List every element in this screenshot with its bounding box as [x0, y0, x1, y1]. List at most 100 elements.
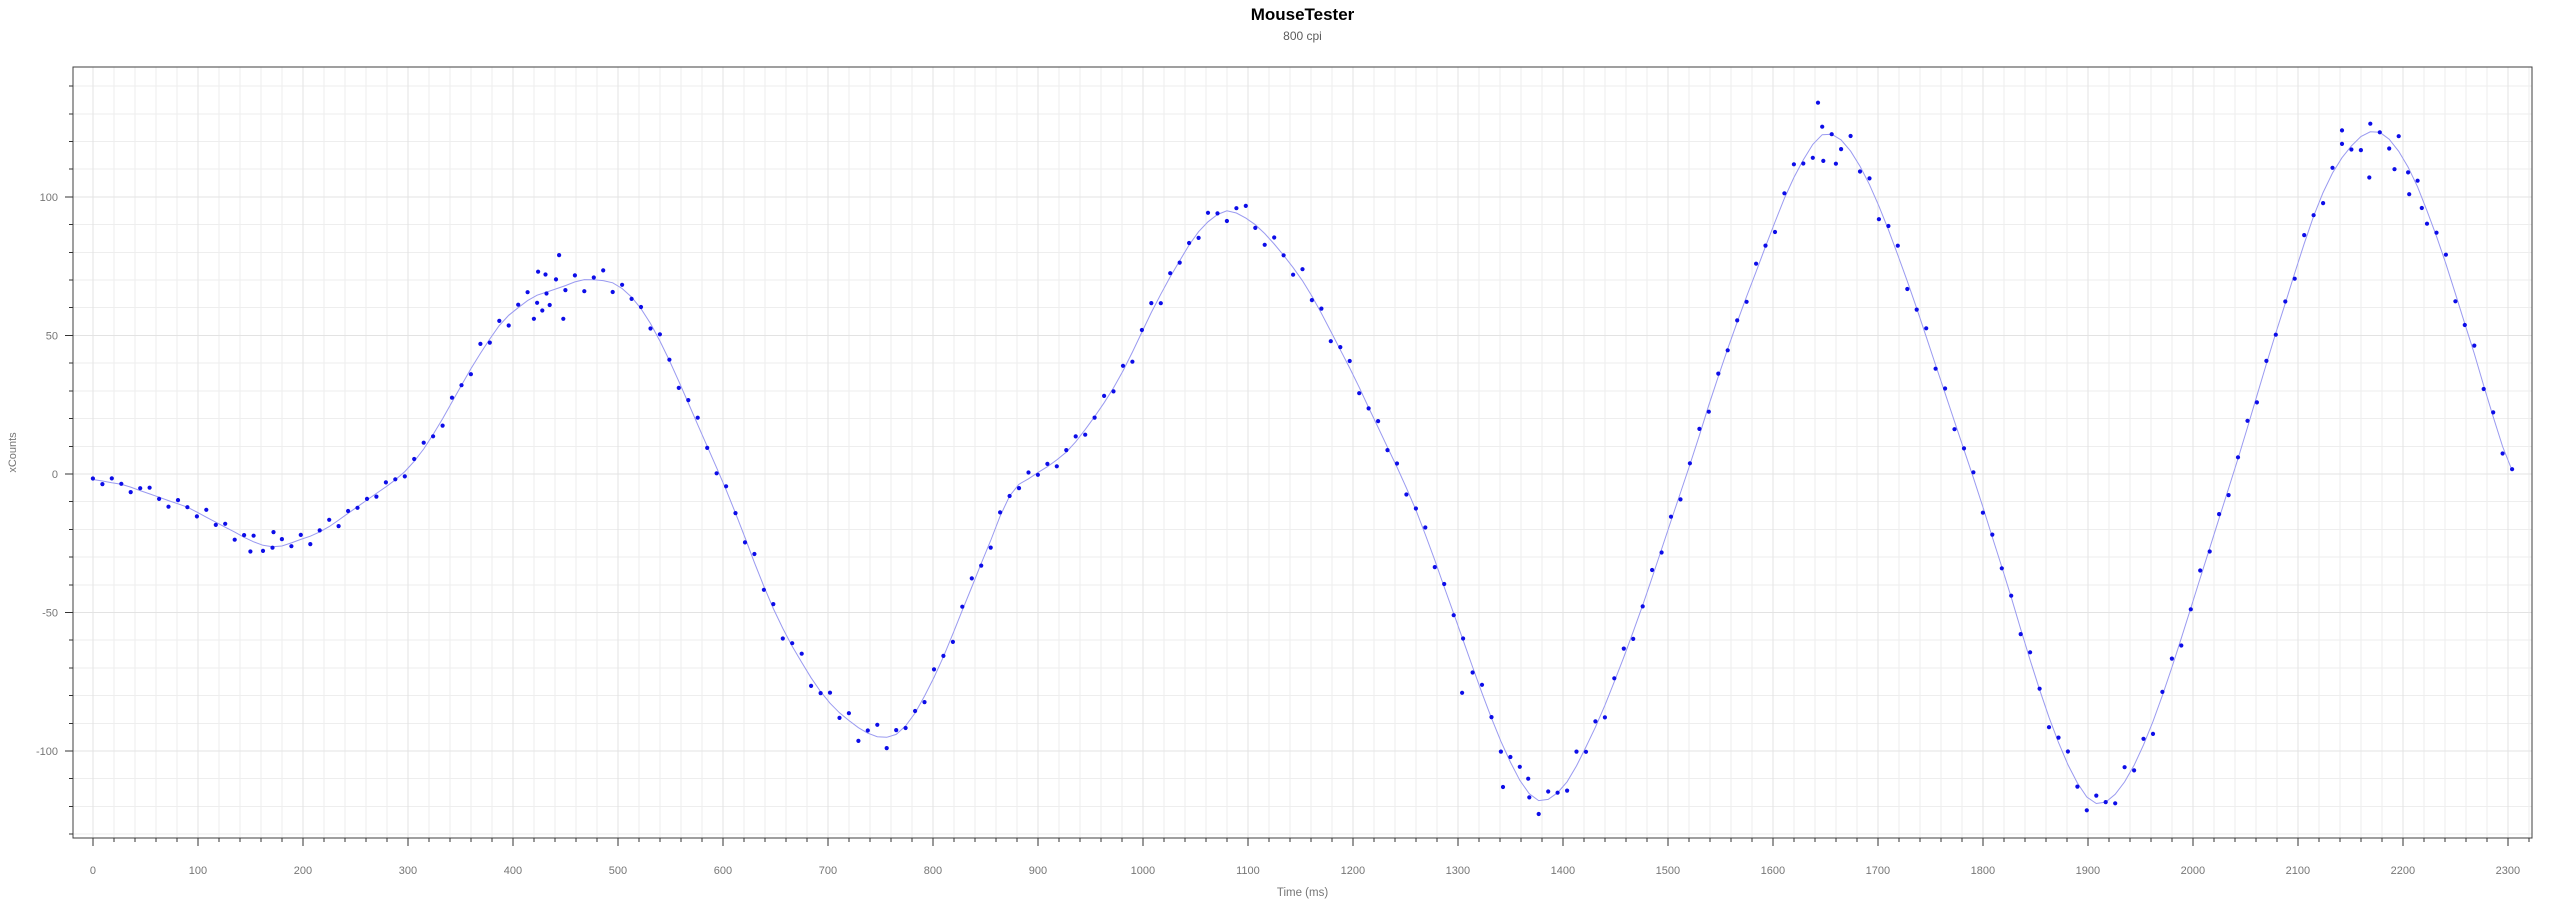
data-point [2367, 175, 2372, 180]
grid-major [73, 67, 2532, 838]
data-point [412, 456, 417, 462]
x-tick-label: 1900 [2076, 865, 2100, 877]
data-point [478, 341, 483, 346]
data-point [1857, 169, 1863, 174]
data-point [1820, 124, 1825, 129]
data-point [1744, 299, 1749, 304]
data-point [2273, 332, 2278, 337]
data-point [1650, 567, 1655, 573]
data-point [1980, 510, 1985, 515]
data-point [2235, 455, 2241, 460]
data-point [1007, 493, 1012, 499]
data-point [2207, 549, 2212, 554]
data-point [837, 715, 842, 721]
data-point [771, 602, 776, 607]
data-point [1461, 636, 1466, 641]
data-point [1678, 497, 1683, 502]
data-point [1035, 472, 1040, 477]
data-point [582, 289, 587, 294]
data-point [279, 537, 284, 542]
data-point [1668, 514, 1674, 519]
data-point [128, 490, 133, 495]
data-point [535, 300, 540, 305]
data-point [1706, 409, 1711, 414]
data-point [1801, 161, 1806, 166]
plot-border [72, 66, 2533, 839]
data-point [1347, 358, 1352, 364]
data-point [1328, 339, 1333, 344]
x-tick-label: 2000 [2181, 865, 2205, 877]
data-point [1262, 242, 1267, 247]
data-point [270, 545, 275, 550]
data-point [2387, 146, 2392, 151]
data-point [1272, 235, 1277, 240]
data-point [1754, 261, 1759, 266]
data-point [1470, 670, 1475, 675]
data-point [667, 357, 672, 362]
data-point [1224, 218, 1229, 224]
data-point [705, 445, 710, 450]
data-point [1281, 253, 1286, 258]
data-point [2472, 343, 2477, 348]
data-point [248, 549, 253, 554]
data-point [1905, 286, 1910, 292]
data-point [827, 690, 833, 695]
data-point [1952, 427, 1957, 432]
data-point [2103, 800, 2108, 805]
data-point [1555, 790, 1560, 795]
data-point [317, 528, 322, 533]
data-point [676, 385, 681, 390]
data-point [1829, 132, 1834, 137]
x-tick-label: 1500 [1656, 865, 1680, 877]
x-tick-label: 1000 [1131, 865, 1155, 877]
data-point [1895, 243, 1900, 248]
data-point [516, 302, 521, 307]
data-point [2500, 451, 2505, 456]
y-axis-title: xCounts [7, 432, 19, 473]
data-point [289, 544, 294, 549]
data-point [1631, 636, 1636, 642]
data-point [572, 273, 578, 278]
data-point [119, 481, 124, 486]
data-point [809, 683, 814, 689]
series-points [90, 100, 2515, 817]
data-point [2198, 568, 2203, 573]
data-point [648, 326, 653, 331]
data-point [724, 484, 729, 489]
data-point [998, 510, 1003, 515]
data-point [960, 604, 965, 609]
data-point [1423, 525, 1428, 530]
data-point [2339, 141, 2345, 146]
data-point [1867, 176, 1872, 181]
x-tick-label: 1100 [1236, 865, 1260, 877]
data-point [251, 533, 256, 538]
data-point [742, 540, 748, 545]
data-point [1045, 461, 1050, 466]
data-point [1687, 461, 1692, 466]
x-tick-label: 700 [819, 865, 837, 877]
data-point [138, 486, 143, 491]
data-point [194, 514, 199, 519]
data-point [1196, 235, 1201, 240]
data-point [336, 524, 341, 529]
data-point [1357, 391, 1362, 396]
data-point [1772, 229, 1778, 235]
data-point [487, 340, 492, 345]
data-point [601, 268, 606, 273]
data-point [1385, 448, 1390, 453]
data-point [2028, 650, 2033, 655]
data-point [1130, 359, 1135, 364]
data-point [431, 434, 436, 439]
data-point [1527, 795, 1532, 800]
data-point [856, 738, 861, 744]
data-point [364, 496, 370, 501]
y-tick-label: 50 [46, 330, 58, 342]
data-point [2065, 749, 2070, 754]
data-point [1933, 366, 1938, 371]
data-point [1054, 464, 1059, 469]
data-point [1083, 432, 1088, 437]
data-point [563, 288, 568, 293]
data-point [629, 296, 634, 301]
data-point [2037, 686, 2042, 691]
